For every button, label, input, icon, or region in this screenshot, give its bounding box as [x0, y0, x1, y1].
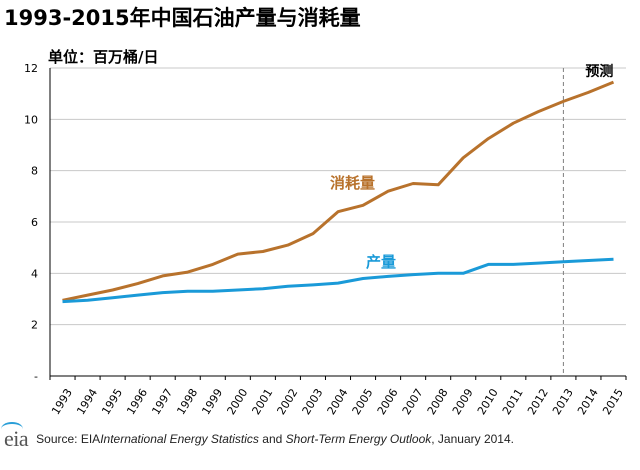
- x-tick-label: 1998: [174, 386, 200, 417]
- x-tick-label: 2005: [350, 386, 376, 417]
- eia-logo: eia: [1, 422, 29, 452]
- source-publication-1: International Energy Statistics: [100, 432, 259, 446]
- x-tick-label: 2013: [550, 386, 576, 417]
- x-tick-label: 1996: [124, 386, 150, 417]
- x-tick-label: 2003: [300, 386, 326, 417]
- source-suffix: , January 2014.: [431, 432, 514, 446]
- y-tick-label: 2: [31, 319, 38, 332]
- source-publication-2: Short-Term Energy Outlook: [285, 432, 432, 446]
- x-tick-label: 2001: [250, 386, 276, 417]
- x-tick-label: 1993: [49, 386, 75, 417]
- x-tick-label: 2014: [575, 386, 601, 417]
- x-tick-label: 2012: [525, 386, 551, 417]
- x-tick-label: 2008: [425, 386, 451, 417]
- series-label-consumption: 消耗量: [330, 174, 375, 192]
- x-tick-label: 1994: [74, 386, 100, 417]
- x-tick-label: 2000: [224, 386, 250, 417]
- x-tick-label: 1995: [99, 386, 125, 417]
- forecast-label: 预测: [585, 63, 613, 80]
- x-tick-label: 2011: [500, 386, 526, 417]
- source-and: and: [258, 432, 286, 446]
- x-tick-label: 2010: [475, 386, 501, 417]
- x-tick-label: 2009: [450, 386, 476, 417]
- gridlines: [50, 67, 626, 326]
- y-tick-label: 12: [24, 62, 38, 75]
- series-line-consumption: [62, 80, 615, 302]
- series: [62, 80, 615, 304]
- y-tick-label: 8: [31, 165, 38, 178]
- y-tick-label: 10: [24, 113, 38, 126]
- x-tick-label: 1999: [199, 386, 225, 417]
- source-prefix: Source: EIA: [36, 432, 101, 446]
- series-line-production: [62, 257, 614, 304]
- series-label-production: 产量: [366, 253, 396, 271]
- x-tick-label: 2004: [325, 386, 351, 417]
- source-note: eia Source: EIA International Energy Sta…: [1, 422, 624, 454]
- x-tick-label: 1997: [149, 386, 175, 417]
- x-tick-label: 2007: [400, 386, 426, 417]
- chart-title: 1993-2015年中国石油产量与消耗量: [4, 6, 361, 30]
- y-tick-label: 6: [31, 216, 38, 229]
- y-tick-label: 4: [31, 267, 38, 280]
- x-tick-label: 2006: [375, 386, 401, 417]
- axes: [49, 68, 626, 377]
- y-tick-label: -: [34, 370, 38, 383]
- unit-label: 单位：百万桶/日: [48, 48, 159, 66]
- x-tick-label: 2015: [600, 386, 626, 417]
- x-tick-label: 2002: [275, 386, 301, 417]
